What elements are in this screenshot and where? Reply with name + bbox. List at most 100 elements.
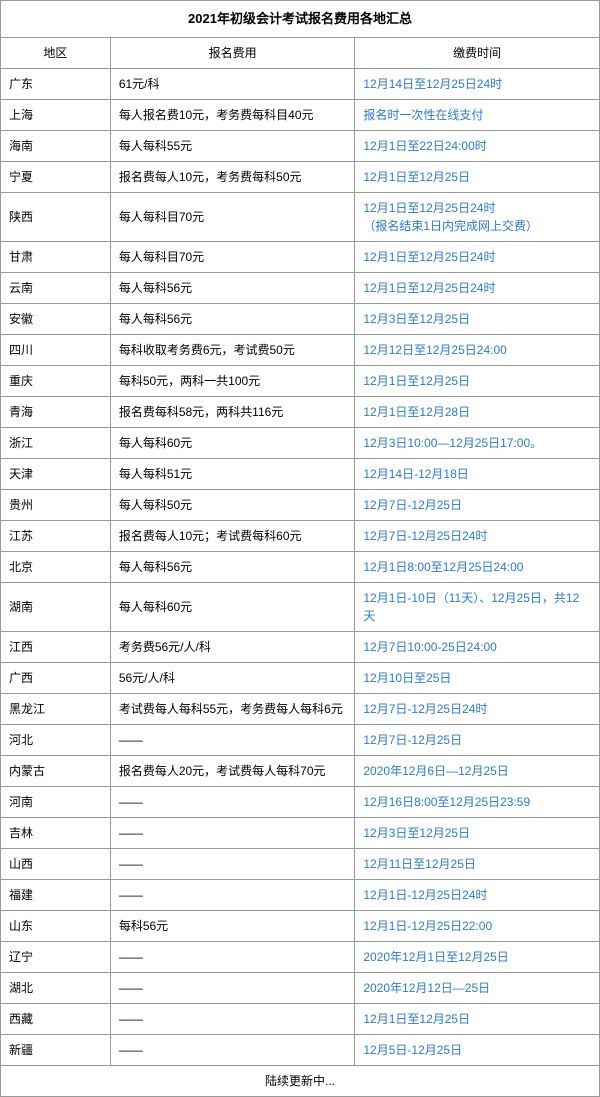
table-row: 四川每科收取考务费6元，考试费50元 12月12日至12月25日24:00: [1, 334, 600, 365]
time-link[interactable]: 12月3日至12月25日: [363, 826, 470, 840]
cell-fee: 每人每科50元: [110, 489, 355, 520]
cell-fee: ——: [110, 848, 355, 879]
table-row: 江苏报名费每人10元；考试费每科60元12月7日-12月25日24时: [1, 520, 600, 551]
table-row: 甘肃每人每科目70元12月1日至12月25日24时: [1, 241, 600, 272]
cell-fee: 每人报名费10元，考务费每科目40元: [110, 99, 355, 130]
time-link[interactable]: 12月1日至22日24:00时: [363, 139, 486, 153]
table-row: 辽宁——2020年12月1日至12月25日: [1, 941, 600, 972]
time-link[interactable]: 报名时一次性在线支付: [363, 108, 483, 122]
cell-time: 12月3日10:00—12月25日17:00。: [355, 427, 600, 458]
cell-fee: 每科收取考务费6元，考试费50元: [110, 334, 355, 365]
time-link[interactable]: 12月5日-12月25日: [363, 1043, 462, 1057]
cell-time: 12月7日-12月25日: [355, 724, 600, 755]
table-row: 上海每人报名费10元，考务费每科目40元报名时一次性在线支付: [1, 99, 600, 130]
time-link[interactable]: 12月1日至12月25日: [363, 374, 470, 388]
table-row: 河北—— 12月7日-12月25日: [1, 724, 600, 755]
time-link[interactable]: 12月1日-12月25日22:00: [363, 919, 492, 933]
cell-time: 2020年12月6日—12月25日: [355, 755, 600, 786]
cell-time: 12月7日-12月25日24时: [355, 520, 600, 551]
cell-time: 12月1日8:00至12月25日24:00: [355, 551, 600, 582]
cell-time: 12月16日8:00至12月25日23:59: [355, 786, 600, 817]
time-link[interactable]: 12月7日10:00-25日24:00: [363, 640, 496, 654]
cell-fee: ——: [110, 879, 355, 910]
table-body: 广东61元/科12月14日至12月25日24时上海每人报名费10元，考务费每科目…: [1, 68, 600, 1065]
cell-time: 12月1日-12月25日24时: [355, 879, 600, 910]
table-header-row: 地区 报名费用 缴费时间: [1, 37, 600, 68]
time-link[interactable]: 12月3日至12月25日: [363, 312, 470, 326]
cell-region: 四川: [1, 334, 111, 365]
time-link[interactable]: 12月7日-12月25日: [363, 733, 462, 747]
time-link[interactable]: 12月3日10:00—12月25日17:00。: [363, 436, 542, 450]
cell-region: 北京: [1, 551, 111, 582]
cell-fee: 报名费每人10元；考试费每科60元: [110, 520, 355, 551]
time-link[interactable]: 12月1日至12月25日24时: [363, 281, 495, 295]
cell-region: 山东: [1, 910, 111, 941]
time-link[interactable]: 12月14日-12月18日: [363, 467, 468, 481]
table-row: 黑龙江考试费每人每科55元，考务费每人每科6元12月7日-12月25日24时: [1, 693, 600, 724]
time-link[interactable]: 12月7日-12月25日24时: [363, 702, 487, 716]
cell-fee: 每人每科55元: [110, 130, 355, 161]
cell-time: 12月7日10:00-25日24:00: [355, 631, 600, 662]
cell-time: 12月3日至12月25日: [355, 817, 600, 848]
cell-fee: 报名费每人20元，考试费每人每科70元: [110, 755, 355, 786]
table-row: 安徽每人每科56元12月3日至12月25日: [1, 303, 600, 334]
table-row: 陕西每人每科目70元12月1日至12月25日24时 （报名结束1日内完成网上交费…: [1, 192, 600, 241]
time-link[interactable]: 12月14日至12月25日24时: [363, 77, 502, 91]
cell-fee: 每人每科目70元: [110, 192, 355, 241]
time-link[interactable]: 2020年12月1日至12月25日: [363, 950, 508, 964]
cell-time: 12月5日-12月25日: [355, 1034, 600, 1065]
cell-region: 湖北: [1, 972, 111, 1003]
cell-time: 2020年12月12日—25日: [355, 972, 600, 1003]
cell-time: 12月1日至12月25日24时 （报名结束1日内完成网上交费）: [355, 192, 600, 241]
table-row: 浙江每人每科60元12月3日10:00—12月25日17:00。: [1, 427, 600, 458]
cell-region: 海南: [1, 130, 111, 161]
time-link[interactable]: 12月1日至12月25日24时 （报名结束1日内完成网上交费）: [363, 201, 538, 233]
cell-fee: 考试费每人每科55元，考务费每人每科6元: [110, 693, 355, 724]
cell-region: 新疆: [1, 1034, 111, 1065]
table-row: 吉林——12月3日至12月25日: [1, 817, 600, 848]
table-row: 湖北—— 2020年12月12日—25日: [1, 972, 600, 1003]
table-row: 山西——12月11日至12月25日: [1, 848, 600, 879]
cell-fee: ——: [110, 724, 355, 755]
cell-region: 湖南: [1, 582, 111, 631]
time-link[interactable]: 12月1日至12月28日: [363, 405, 470, 419]
time-link[interactable]: 2020年12月12日—25日: [363, 981, 490, 995]
time-link[interactable]: 12月16日8:00至12月25日23:59: [363, 795, 530, 809]
table-row: 宁夏报名费每人10元，考务费每科50元12月1日至12月25日: [1, 161, 600, 192]
column-header-time: 缴费时间: [355, 37, 600, 68]
cell-region: 天津: [1, 458, 111, 489]
cell-time: 报名时一次性在线支付: [355, 99, 600, 130]
cell-time: 12月1日-12月25日22:00: [355, 910, 600, 941]
time-link[interactable]: 12月1日至12月25日24时: [363, 250, 495, 264]
time-link[interactable]: 12月1日-12月25日24时: [363, 888, 487, 902]
cell-time: 12月7日-12月25日: [355, 489, 600, 520]
time-link[interactable]: 12月1日8:00至12月25日24:00: [363, 560, 523, 574]
cell-fee: 报名费每科58元，两科共116元: [110, 396, 355, 427]
cell-region: 上海: [1, 99, 111, 130]
cell-region: 广东: [1, 68, 111, 99]
time-link[interactable]: 12月1日至12月25日: [363, 1012, 470, 1026]
column-header-fee: 报名费用: [110, 37, 355, 68]
cell-time: 12月1日至12月25日: [355, 1003, 600, 1034]
cell-time: 12月11日至12月25日: [355, 848, 600, 879]
cell-region: 青海: [1, 396, 111, 427]
time-link[interactable]: 12月1日-10日（11天）、12月25日，共12天: [363, 591, 579, 623]
cell-time: 12月1日至12月25日24时: [355, 241, 600, 272]
cell-region: 广西: [1, 662, 111, 693]
cell-region: 陕西: [1, 192, 111, 241]
time-link[interactable]: 12月1日至12月25日: [363, 170, 470, 184]
cell-time: 2020年12月1日至12月25日: [355, 941, 600, 972]
cell-region: 河北: [1, 724, 111, 755]
table-row: 湖南每人每科60元12月1日-10日（11天）、12月25日，共12天: [1, 582, 600, 631]
cell-fee: 56元/人/科: [110, 662, 355, 693]
time-link[interactable]: 12月10日至25日: [363, 671, 451, 685]
cell-fee: ——: [110, 941, 355, 972]
time-link[interactable]: 2020年12月6日—12月25日: [363, 764, 508, 778]
time-link[interactable]: 12月7日-12月25日24时: [363, 529, 487, 543]
time-link[interactable]: 12月7日-12月25日: [363, 498, 462, 512]
cell-fee: ——: [110, 1003, 355, 1034]
cell-fee: ——: [110, 972, 355, 1003]
time-link[interactable]: 12月11日至12月25日: [363, 857, 476, 871]
table-row: 广东61元/科12月14日至12月25日24时: [1, 68, 600, 99]
time-link[interactable]: 12月12日至12月25日24:00: [363, 343, 506, 357]
